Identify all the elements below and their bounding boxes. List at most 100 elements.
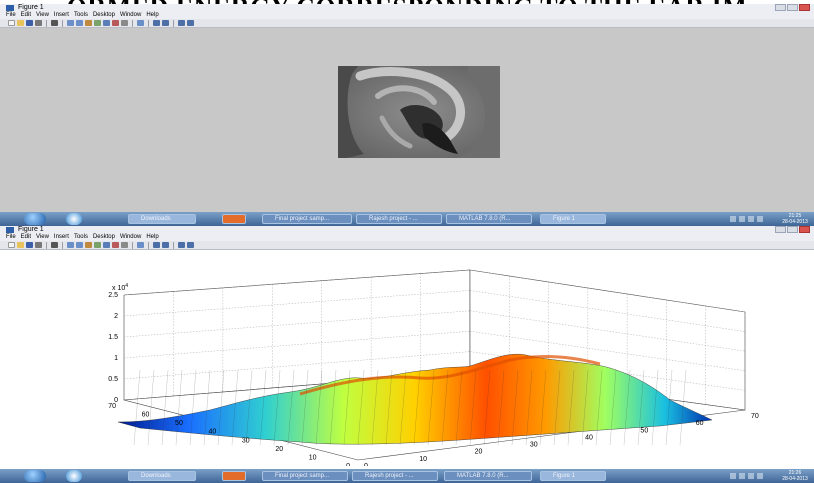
rotate-3d-icon[interactable] [94, 242, 101, 248]
menu-bar: File Edit View Insert Tools Desktop Wind… [0, 12, 814, 19]
close-button[interactable] [799, 4, 810, 11]
figure-window-surface: Figure 1 File Edit View Insert Tools Des… [0, 226, 814, 466]
brush-icon[interactable] [112, 242, 119, 248]
close-button[interactable] [799, 226, 810, 233]
menu-edit[interactable]: Edit [20, 234, 32, 240]
link-icon[interactable] [121, 20, 128, 26]
open-file-icon[interactable] [17, 20, 24, 26]
pan-icon[interactable] [85, 20, 92, 26]
mesh-line [469, 369, 477, 446]
print-icon[interactable] [35, 242, 42, 248]
internet-explorer-icon[interactable] [66, 213, 82, 225]
taskbar-item-rajesh-project[interactable]: Rajesh project - ... [356, 214, 442, 224]
minimize-button[interactable] [775, 226, 786, 233]
menu-view[interactable]: View [36, 234, 49, 240]
menu-desktop[interactable]: Desktop [92, 12, 115, 18]
taskbar-item-downloads[interactable]: Downloads [128, 471, 196, 481]
tray-icon[interactable] [748, 216, 754, 222]
colorbar-icon[interactable] [137, 20, 144, 26]
data-cursor-icon[interactable] [103, 242, 110, 248]
tray-icon[interactable] [730, 216, 736, 222]
dock-icon[interactable] [187, 20, 194, 26]
start-button-icon[interactable] [24, 470, 46, 482]
menu-window[interactable]: Window [119, 12, 142, 18]
windows-taskbar: Downloads Final project samp... Rajesh p… [0, 212, 814, 226]
taskbar-item-media-player[interactable] [222, 214, 246, 224]
taskbar-item-matlab[interactable]: MATLAB 7.8.0 (R... [444, 471, 532, 481]
grid-line [123, 269, 471, 296]
data-cursor-icon[interactable] [103, 20, 110, 26]
menu-tools[interactable]: Tools [73, 234, 88, 240]
colorbar-icon[interactable] [137, 242, 144, 248]
maximize-button[interactable] [787, 226, 798, 233]
taskbar-item-final-project[interactable]: Final project samp... [262, 471, 348, 481]
figure-window-image: Figure 1 File Edit View Insert Tools Des… [0, 4, 814, 212]
open-file-icon[interactable] [17, 242, 24, 248]
link-icon[interactable] [121, 242, 128, 248]
menu-window[interactable]: Window [119, 234, 142, 240]
menu-edit[interactable]: Edit [20, 12, 32, 18]
save-icon[interactable] [26, 242, 33, 248]
show-plot-tools-icon[interactable] [178, 242, 185, 248]
menu-view[interactable]: View [36, 12, 49, 18]
rotate-3d-icon[interactable] [94, 20, 101, 26]
menu-insert[interactable]: Insert [53, 234, 69, 240]
mesh-line [455, 369, 463, 446]
tray-icon[interactable] [730, 473, 736, 479]
grid-line [123, 331, 471, 359]
legend-icon[interactable] [153, 20, 160, 26]
tray-icon[interactable] [757, 216, 763, 222]
x-tick-label: 50 [175, 420, 183, 427]
taskbar-item-figure[interactable]: Figure 1 [540, 214, 606, 224]
taskbar-item-final-project[interactable]: Final project samp... [262, 214, 352, 224]
grid-line [123, 290, 471, 317]
zoom-in-icon[interactable] [67, 20, 74, 26]
maximize-button[interactable] [787, 4, 798, 11]
dock-icon[interactable] [187, 242, 194, 248]
show-plot-tools-icon[interactable] [178, 20, 185, 26]
hide-plot-tools-icon[interactable] [162, 242, 169, 248]
clock[interactable]: 21:25 28-04-2013 [780, 213, 810, 225]
menu-tools[interactable]: Tools [73, 12, 88, 18]
taskbar-item-figure[interactable]: Figure 1 [540, 471, 606, 481]
menu-help[interactable]: Help [146, 12, 159, 18]
minimize-button[interactable] [775, 4, 786, 11]
zoom-out-icon[interactable] [76, 242, 83, 248]
tray-icon[interactable] [757, 473, 763, 479]
brush-icon[interactable] [112, 20, 119, 26]
menu-file[interactable]: File [6, 234, 16, 240]
hide-plot-tools-icon[interactable] [162, 20, 169, 26]
edit-plot-arrow-icon[interactable] [51, 242, 58, 248]
y-tick-label: 20 [475, 449, 483, 456]
tray-icon[interactable] [739, 216, 745, 222]
tray-icon[interactable] [748, 473, 754, 479]
y-tick-label: 40 [585, 434, 593, 441]
legend-icon[interactable] [153, 242, 160, 248]
clock[interactable]: 21:26 28-04-2013 [780, 470, 810, 482]
menu-desktop[interactable]: Desktop [92, 234, 115, 240]
taskbar-item-media-player[interactable] [222, 471, 246, 481]
taskbar-item-matlab[interactable]: MATLAB 7.8.0 (R... [446, 214, 532, 224]
edit-plot-arrow-icon[interactable] [51, 20, 58, 26]
taskbar-item-downloads[interactable]: Downloads [128, 214, 196, 224]
menu-file[interactable]: File [6, 12, 16, 18]
new-figure-icon[interactable] [8, 20, 15, 26]
new-figure-icon[interactable] [8, 242, 15, 248]
menu-help[interactable]: Help [146, 234, 159, 240]
x-tick-label: 30 [242, 437, 250, 444]
menu-insert[interactable]: Insert [53, 12, 69, 18]
taskbar-item-rajesh-project[interactable]: Rajesh project - ... [352, 471, 438, 481]
tray-icon[interactable] [739, 473, 745, 479]
mesh-line [651, 369, 659, 446]
mesh-line [133, 369, 141, 446]
x-tick-label: 10 [309, 454, 317, 461]
internet-explorer-icon[interactable] [66, 470, 82, 482]
print-icon[interactable] [35, 20, 42, 26]
zoom-out-icon[interactable] [76, 20, 83, 26]
start-button-icon[interactable] [24, 213, 46, 225]
zoom-in-icon[interactable] [67, 242, 74, 248]
toolbar-separator [173, 19, 174, 27]
pan-icon[interactable] [85, 242, 92, 248]
save-icon[interactable] [26, 20, 33, 26]
mesh-line [581, 369, 589, 446]
